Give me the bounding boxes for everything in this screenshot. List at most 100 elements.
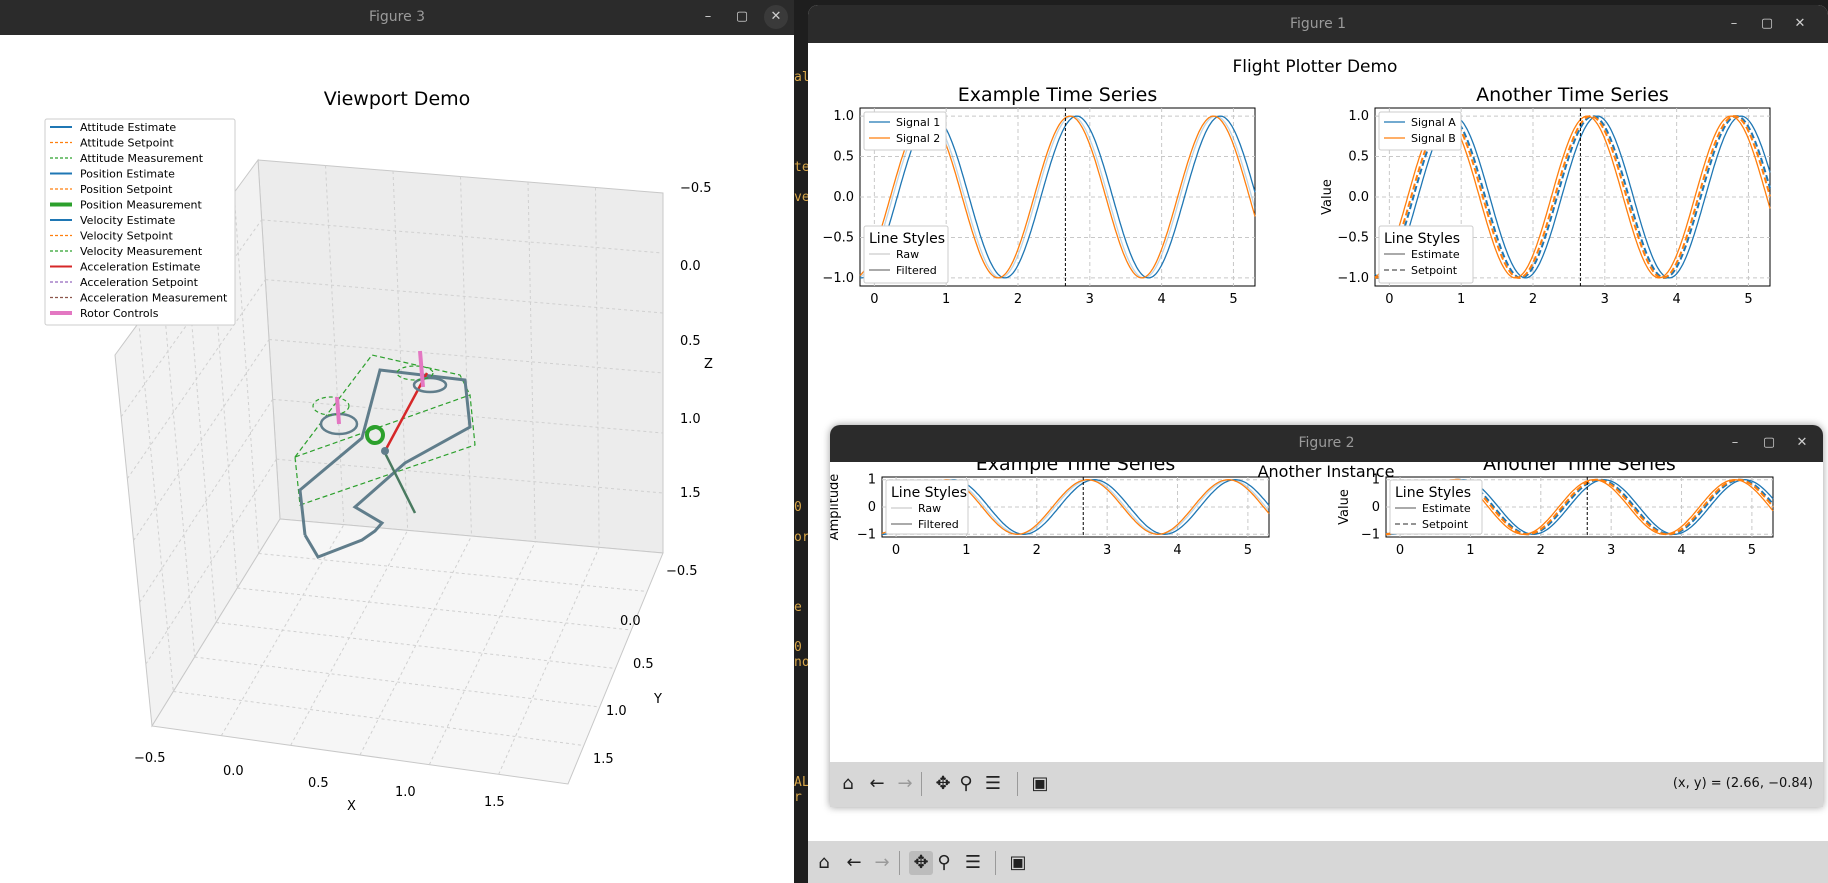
x-tick-label: 1 xyxy=(1466,543,1474,558)
y-tick-label: 0.5 xyxy=(633,657,654,672)
position-measurement-circle xyxy=(365,425,385,445)
configure-icon[interactable]: ☰ xyxy=(984,773,1002,794)
y-tick-label: 0.5 xyxy=(833,150,854,165)
axes-title: Example Time Series xyxy=(958,84,1157,106)
x-tick-label: 5 xyxy=(1229,292,1237,307)
x-tick-label: 3 xyxy=(1607,543,1615,558)
x-tick-label: 4 xyxy=(1677,543,1685,558)
close-button[interactable]: ✕ xyxy=(764,5,788,29)
legend-label: Attitude Measurement xyxy=(80,152,204,165)
save-icon[interactable]: ▣ xyxy=(1031,773,1049,794)
y-axis-label: Value xyxy=(1337,489,1352,525)
z-tick-label: 0.5 xyxy=(680,334,701,349)
axes-title: Another Time Series xyxy=(1476,84,1669,106)
terminal-fragment: e xyxy=(794,600,802,615)
terminal-fragment: 0 xyxy=(794,500,802,515)
position-marker xyxy=(381,447,389,455)
y-tick-label: −0.5 xyxy=(1337,230,1369,245)
pan-icon[interactable]: ✥ xyxy=(909,851,933,875)
maximize-button[interactable]: ▢ xyxy=(1762,435,1776,450)
legend-label: Position Setpoint xyxy=(80,183,173,196)
save-icon[interactable]: ▣ xyxy=(1009,852,1027,873)
figure3-titlebar[interactable]: Figure 3 – ▢ ✕ xyxy=(0,0,794,35)
terminal-fragment: no xyxy=(794,655,810,670)
legend-label: Raw xyxy=(896,248,919,261)
forward-arrow-icon[interactable]: → xyxy=(897,773,913,794)
legend-label: Signal A xyxy=(1411,116,1456,129)
back-arrow-icon[interactable]: ← xyxy=(846,852,862,873)
y-tick-label: −0.5 xyxy=(822,230,854,245)
y-tick-label: 1.0 xyxy=(606,704,627,719)
pan-icon[interactable]: ✥ xyxy=(935,773,951,794)
legend-box xyxy=(44,118,236,326)
rotor-disk-right xyxy=(412,376,448,394)
grid-line xyxy=(194,656,600,708)
maximize-button[interactable]: ▢ xyxy=(735,9,749,24)
x-tick-label: 1 xyxy=(962,543,970,558)
y-tick-label: 1 xyxy=(868,473,876,488)
legend-label: Raw xyxy=(918,502,941,515)
y-tick-label: 0 xyxy=(1372,500,1380,515)
y-tick-label: −1 xyxy=(857,527,876,542)
figure2-canvas[interactable]: Another Instance Example Time Series 1 0 −1 0… xyxy=(830,462,1823,762)
grid-line xyxy=(139,399,274,603)
minimize-button[interactable]: – xyxy=(1731,435,1739,450)
viewport-title: Viewport Demo xyxy=(324,88,471,110)
zoom-icon[interactable]: ⚲ xyxy=(959,773,973,794)
y-tick-label: −1 xyxy=(1361,527,1380,542)
figure2-window: Figure 2 – ▢ ✕ Another Instance Example T… xyxy=(830,425,1823,807)
y-tick-label: 1.0 xyxy=(1348,109,1369,124)
style-legend xyxy=(1378,225,1474,284)
x-tick-label: 0 xyxy=(1385,292,1393,307)
figure1-titlebar[interactable]: Figure 1 – ▢ ✕ xyxy=(808,5,1828,43)
window-title: Figure 2 xyxy=(1298,435,1355,451)
configure-icon[interactable]: ☰ xyxy=(964,852,982,873)
y-tick-label: −1.0 xyxy=(1337,271,1369,286)
axes-title: Example Time Series xyxy=(976,462,1175,475)
terminal-fragment: 0 xyxy=(794,640,802,655)
back-arrow-icon[interactable]: ← xyxy=(869,773,885,794)
zoom-icon[interactable]: ⚲ xyxy=(937,852,951,873)
figure2-titlebar[interactable]: Figure 2 – ▢ ✕ xyxy=(830,425,1823,462)
x-tick-label: 2 xyxy=(1033,543,1041,558)
style-legend xyxy=(885,479,969,535)
rotor-setpoint-right xyxy=(396,365,434,381)
x-tick-label: 2 xyxy=(1537,543,1545,558)
x-tick-label: 4 xyxy=(1672,292,1680,307)
grid-line xyxy=(261,219,664,254)
x-tick-label: 3 xyxy=(1086,292,1094,307)
grid-line xyxy=(215,622,616,669)
legend-label: Position Measurement xyxy=(80,199,203,212)
legend-label: Signal 2 xyxy=(896,132,940,145)
y-tick-label: 1.5 xyxy=(593,752,614,767)
x-tick-label: 5 xyxy=(1744,292,1752,307)
home-icon[interactable]: ⌂ xyxy=(842,773,854,794)
grid-line xyxy=(498,547,600,775)
drone-scene xyxy=(294,350,476,559)
minimize-button[interactable]: – xyxy=(1730,16,1738,31)
figure1-canvas[interactable]: Flight Plotter Demo Example Time Series 1.… xyxy=(808,43,1828,845)
forward-arrow-icon[interactable]: → xyxy=(874,852,890,873)
legend-label: Rotor Controls xyxy=(80,307,159,320)
minimize-button[interactable]: – xyxy=(704,9,712,24)
close-button[interactable]: ✕ xyxy=(1794,16,1806,31)
figure2-toolbar: (x, y) = (2.66, −0.84) ⌂ ← → ✥ ⚲ ☰ ▣ xyxy=(830,762,1823,807)
z-tick-label: 1.0 xyxy=(680,412,701,427)
close-button[interactable]: ✕ xyxy=(1796,435,1808,450)
x-tick-label: 0 xyxy=(870,292,878,307)
z-tick-label: 1.5 xyxy=(680,486,701,501)
grid-line xyxy=(233,192,260,554)
viewport-3d-canvas[interactable]: Viewport Demo Attitude EstimateAttitude … xyxy=(0,35,794,883)
home-icon[interactable]: ⌂ xyxy=(818,852,830,873)
x-tick-label: −0.5 xyxy=(134,751,166,766)
window-title: Figure 3 xyxy=(368,9,426,25)
position-trajectory xyxy=(298,368,472,559)
legend-label: Acceleration Measurement xyxy=(80,292,228,305)
x-tick-label: 5 xyxy=(1748,543,1756,558)
x-tick-label: 0 xyxy=(1396,543,1404,558)
terminal-fragment: or xyxy=(794,530,810,545)
legend-label: Velocity Setpoint xyxy=(80,230,173,243)
x-tick-label: 1 xyxy=(1457,292,1465,307)
x-tick-label: 5 xyxy=(1244,543,1252,558)
maximize-button[interactable]: ▢ xyxy=(1760,16,1774,31)
